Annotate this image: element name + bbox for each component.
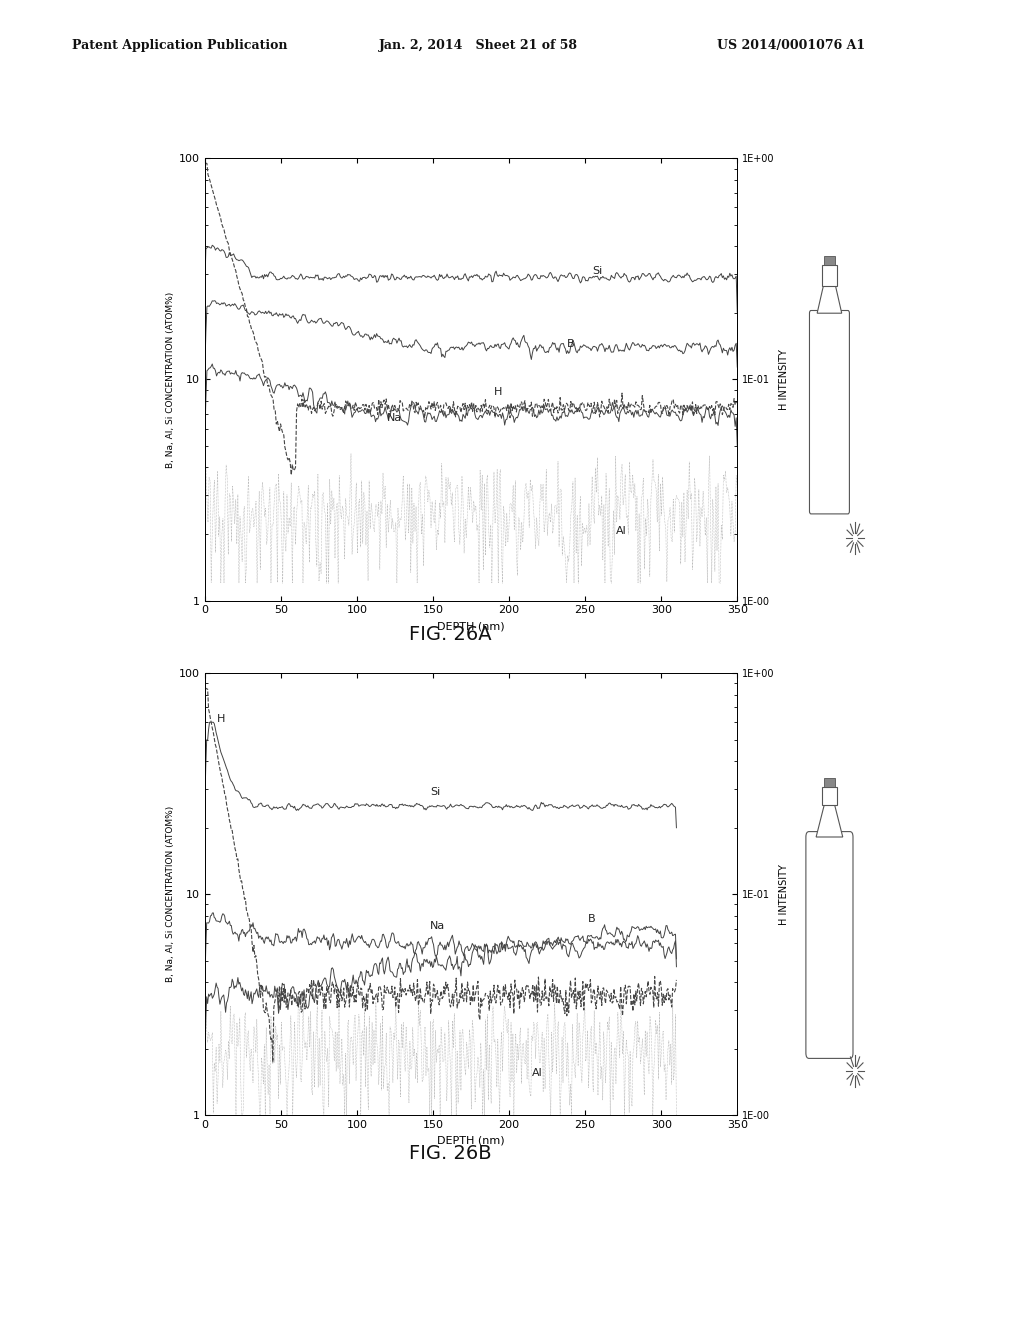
Text: H: H bbox=[494, 387, 502, 397]
Text: FIG. 26A: FIG. 26A bbox=[410, 626, 492, 644]
FancyBboxPatch shape bbox=[806, 832, 853, 1059]
Text: H: H bbox=[217, 714, 225, 725]
Text: Na: Na bbox=[430, 920, 445, 931]
Text: B: B bbox=[588, 913, 596, 924]
Y-axis label: H INTENSITY: H INTENSITY bbox=[779, 348, 788, 411]
Text: US 2014/0001076 A1: US 2014/0001076 A1 bbox=[717, 38, 865, 51]
Y-axis label: H INTENSITY: H INTENSITY bbox=[779, 863, 788, 925]
Polygon shape bbox=[817, 286, 842, 313]
X-axis label: DEPTH (nm): DEPTH (nm) bbox=[437, 620, 505, 631]
Text: FIG. 26B: FIG. 26B bbox=[410, 1144, 492, 1163]
Text: Jan. 2, 2014   Sheet 21 of 58: Jan. 2, 2014 Sheet 21 of 58 bbox=[379, 38, 578, 51]
Text: Al: Al bbox=[615, 527, 627, 536]
X-axis label: DEPTH (nm): DEPTH (nm) bbox=[437, 1135, 505, 1146]
Bar bbox=[822, 787, 837, 805]
Bar bbox=[824, 256, 835, 264]
Text: Si: Si bbox=[593, 267, 603, 276]
Text: Patent Application Publication: Patent Application Publication bbox=[72, 38, 287, 51]
Bar bbox=[822, 264, 837, 286]
Text: Si: Si bbox=[430, 788, 440, 797]
FancyBboxPatch shape bbox=[809, 310, 850, 513]
Bar bbox=[824, 777, 835, 787]
Text: Al: Al bbox=[531, 1068, 543, 1078]
Y-axis label: B, Na, Al, Si CONCENTRATION (ATOM%): B, Na, Al, Si CONCENTRATION (ATOM%) bbox=[166, 292, 175, 467]
Text: B: B bbox=[567, 339, 574, 350]
Y-axis label: B, Na, Al, Si CONCENTRATION (ATOM%): B, Na, Al, Si CONCENTRATION (ATOM%) bbox=[166, 807, 175, 982]
Polygon shape bbox=[816, 805, 843, 837]
Text: Na: Na bbox=[387, 413, 402, 422]
